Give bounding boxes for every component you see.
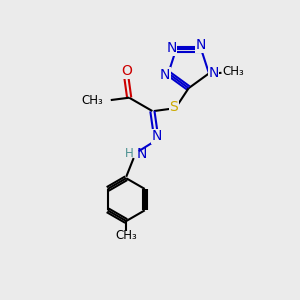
Text: CH₃: CH₃ — [115, 230, 137, 242]
Text: N: N — [152, 129, 162, 143]
Text: N: N — [167, 41, 177, 55]
Text: N: N — [136, 147, 147, 160]
Text: CH₃: CH₃ — [82, 94, 103, 107]
Text: H: H — [125, 147, 134, 160]
Text: O: O — [121, 64, 132, 78]
Text: N: N — [160, 68, 170, 82]
Text: N: N — [196, 38, 206, 52]
Text: CH₃: CH₃ — [222, 65, 244, 78]
Text: S: S — [169, 100, 178, 115]
Text: N: N — [208, 66, 219, 80]
